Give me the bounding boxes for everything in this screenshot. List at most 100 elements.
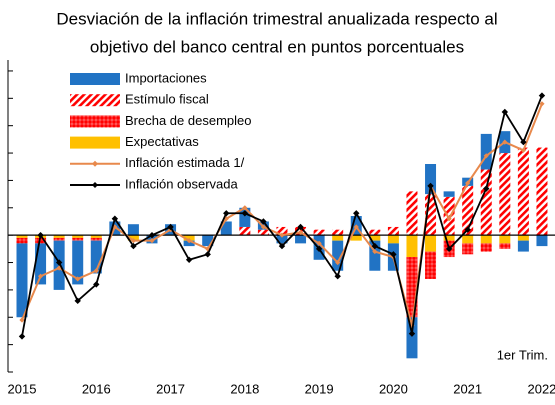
bar-segment xyxy=(517,235,529,241)
bar-segment xyxy=(90,237,102,241)
legend-label: Importaciones xyxy=(125,70,207,85)
line-marker xyxy=(260,224,267,230)
line-marker xyxy=(465,180,471,186)
legend-swatch xyxy=(70,136,120,149)
legend-label: Estímulo fiscal xyxy=(125,92,209,107)
legend-label: Brecha de desempleo xyxy=(125,113,251,128)
line-marker xyxy=(335,259,341,266)
bar-segment xyxy=(332,229,344,236)
bar-segment xyxy=(183,240,195,247)
line-marker xyxy=(353,224,359,230)
bar-segment xyxy=(369,235,381,241)
line-marker xyxy=(242,205,248,211)
x-tick-label: 2018 xyxy=(230,381,259,396)
legend-label: Expectativas xyxy=(125,134,199,149)
bar-segment xyxy=(276,235,288,244)
line-marker xyxy=(483,185,490,192)
bar-segment xyxy=(462,235,474,244)
bar-segment xyxy=(499,153,511,236)
line-marker xyxy=(334,273,341,280)
legend-marker xyxy=(92,182,98,188)
bar-segment xyxy=(332,235,344,241)
bar-segment xyxy=(480,133,492,170)
legend: Importaciones Estímulo fiscal Brecha de de… xyxy=(64,68,329,196)
line-marker xyxy=(520,138,527,146)
legend-swatch xyxy=(70,73,120,85)
bar-segment xyxy=(72,235,84,238)
line-marker xyxy=(37,273,44,279)
bar-segment xyxy=(72,237,84,241)
bar-segment xyxy=(462,185,474,236)
line-marker xyxy=(520,147,526,153)
line-marker xyxy=(427,182,434,190)
line-marker xyxy=(483,153,489,159)
bar-segment xyxy=(90,240,102,274)
bar-segment xyxy=(369,229,381,236)
line-marker xyxy=(539,101,545,107)
x-tick-label: 2019 xyxy=(305,381,334,396)
legend-label: Inflación estimada 1/ xyxy=(125,155,245,170)
line-marker xyxy=(204,251,211,258)
bar-segment xyxy=(387,235,399,244)
bar-segment xyxy=(313,229,325,236)
line-marker xyxy=(502,139,508,145)
line-marker xyxy=(297,223,304,231)
line-marker xyxy=(149,238,155,244)
bar-segment xyxy=(220,221,232,236)
bar-segment xyxy=(517,240,529,252)
line-marker xyxy=(93,268,99,274)
bar-segment xyxy=(406,235,418,258)
line-marker xyxy=(55,259,63,266)
bar-segment xyxy=(53,235,65,238)
line-marker xyxy=(241,210,249,217)
x-tick-label: 2017 xyxy=(156,381,185,396)
line-marker xyxy=(278,242,286,250)
line-marker xyxy=(19,317,25,323)
line-marker xyxy=(538,92,546,99)
bar-segment xyxy=(183,235,195,241)
bar-segment xyxy=(425,251,437,279)
line-marker xyxy=(130,238,137,244)
bar-segment xyxy=(425,235,437,252)
line-marker xyxy=(501,108,509,116)
bar-segment xyxy=(406,191,418,236)
line-marker xyxy=(372,248,378,255)
bar-segment xyxy=(332,240,344,271)
line-marker xyxy=(371,242,379,250)
legend-label: Inflación observada xyxy=(125,176,239,191)
line-marker xyxy=(37,231,44,239)
bar-segment xyxy=(462,243,474,255)
bar-segment xyxy=(406,317,418,359)
line-marker xyxy=(260,218,267,225)
line-marker xyxy=(297,229,304,236)
lines xyxy=(18,92,546,340)
line-marker xyxy=(316,240,322,246)
bar-segment xyxy=(480,235,492,244)
chart-title: Desviación de la inflación trimestral an… xyxy=(56,9,497,28)
bar-segment xyxy=(536,235,548,247)
bar-segment xyxy=(350,235,362,241)
bar-segment xyxy=(16,243,28,318)
line-marker xyxy=(185,256,193,263)
x-tick-label: 2016 xyxy=(82,381,111,396)
bar-segment xyxy=(425,194,437,236)
line-marker xyxy=(74,297,81,305)
line-marker xyxy=(186,238,192,244)
bar-segment xyxy=(443,191,455,197)
bar-segment xyxy=(239,207,251,227)
line-marker xyxy=(75,276,81,282)
line-marker xyxy=(18,333,26,340)
bar-segment xyxy=(406,257,418,318)
line-marker xyxy=(315,245,323,253)
line-marker xyxy=(111,215,119,222)
bar-segment xyxy=(16,235,28,238)
line-marker xyxy=(93,281,100,288)
chart-title: objetivo del banco central en puntos por… xyxy=(90,37,464,56)
bar-segment xyxy=(536,147,548,236)
line-marker xyxy=(130,242,137,250)
line-marker xyxy=(390,251,397,258)
x-tick-label: 2022 xyxy=(527,381,555,396)
bar-segment xyxy=(257,229,269,236)
bar-segment xyxy=(16,237,28,244)
bar-segment xyxy=(443,235,455,241)
